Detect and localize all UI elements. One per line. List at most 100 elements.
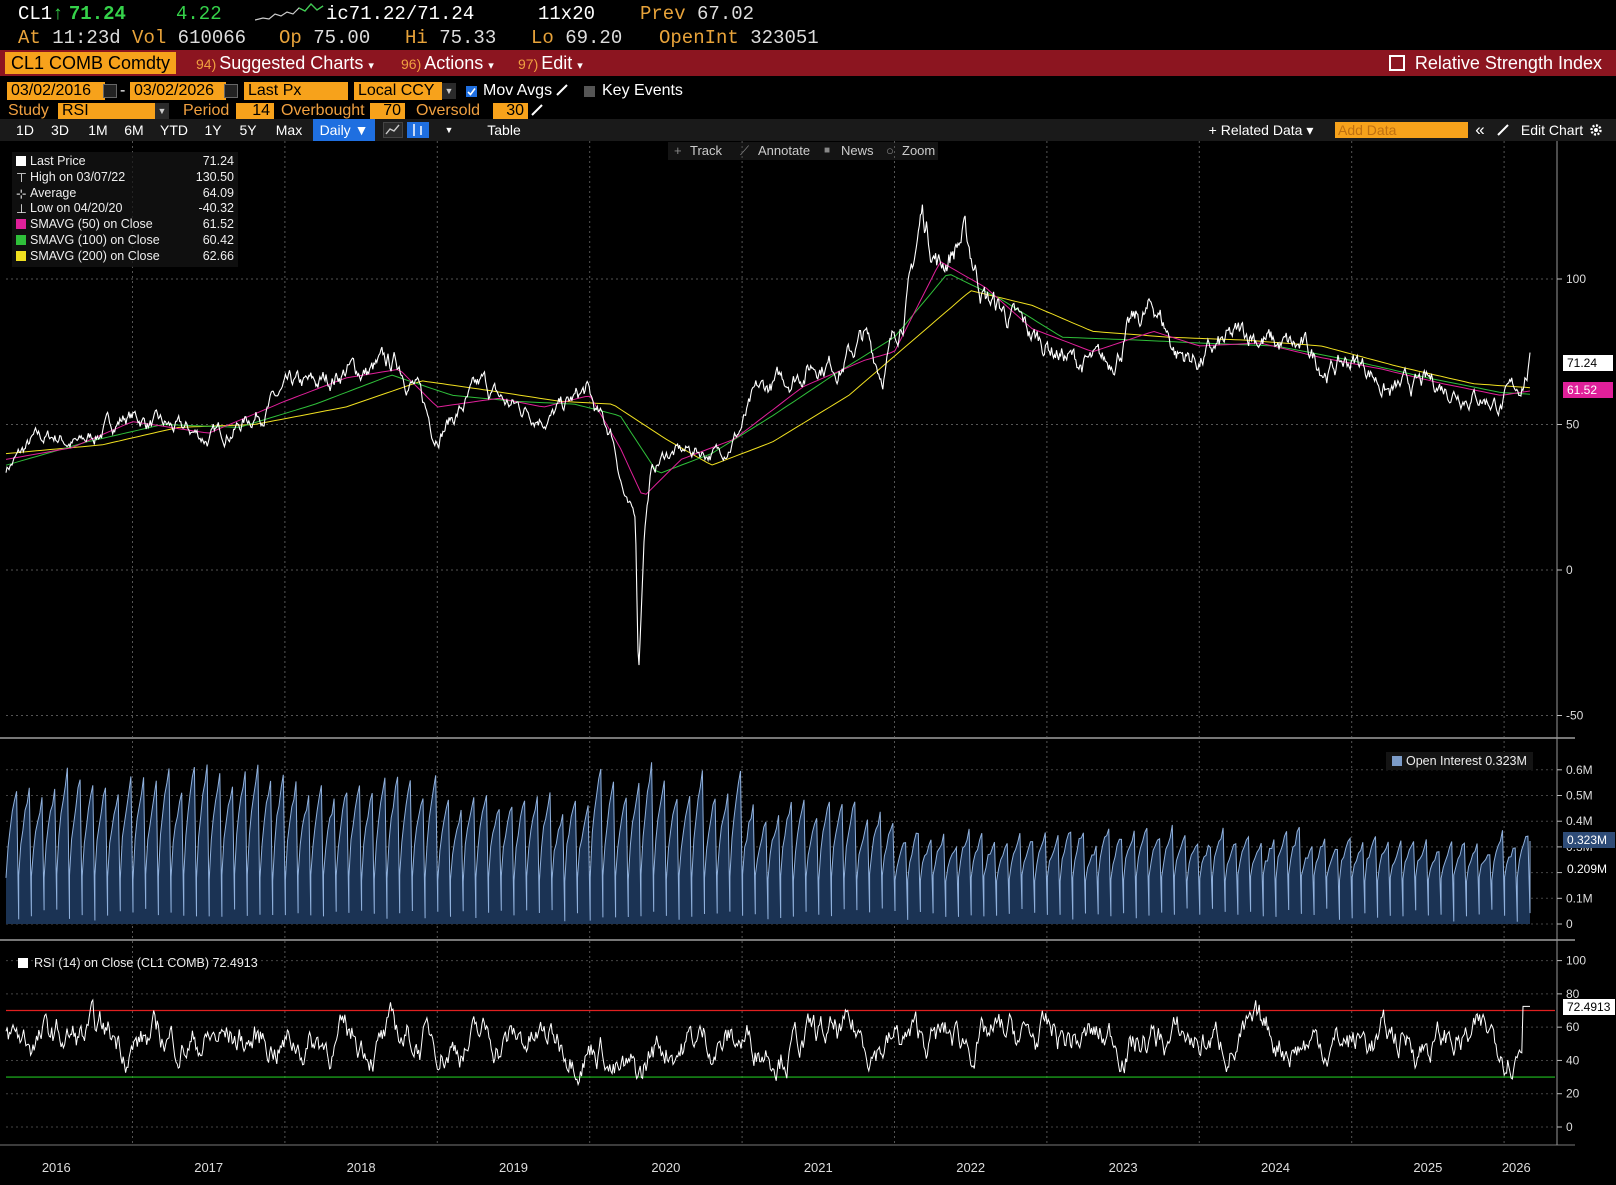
price-field-select[interactable]: Last Px (244, 82, 348, 100)
frequency-select[interactable]: Daily ▼ (313, 119, 375, 141)
pencil-icon[interactable] (530, 103, 544, 117)
currency-select[interactable]: Local CCY (354, 82, 442, 100)
range-ytd-button[interactable]: YTD (160, 122, 188, 138)
legend-row: SMAVG (200) on Close 62.66 (16, 249, 234, 265)
function-title-text: Relative Strength Index (1414, 53, 1602, 73)
study-select[interactable]: RSI (58, 103, 158, 119)
time-volume: At 11:23d Vol 610066 (18, 27, 246, 49)
legend-swatch (18, 958, 28, 968)
oversold-label: Oversold (416, 102, 481, 119)
legend-swatch (16, 234, 26, 245)
high-marker-icon: ⊤ (16, 170, 27, 185)
chevron-down-icon[interactable]: ▼ (155, 103, 169, 119)
year-label: 2025 (1413, 1160, 1442, 1175)
pencil-icon[interactable] (1496, 123, 1510, 137)
range-1m-button[interactable]: 1M (88, 122, 108, 138)
gear-icon[interactable] (1589, 123, 1603, 137)
overbought-field[interactable]: 70 (370, 103, 405, 119)
legend-value: -40.32 (198, 201, 234, 216)
oi-axis-label: 0 (1566, 917, 1573, 931)
range-3d-button[interactable]: 3D (51, 122, 69, 138)
annotate-icon: ⟋ (740, 143, 750, 158)
annotate-tool[interactable]: Annotate (758, 143, 811, 158)
legend-swatch (16, 156, 26, 166)
chevron-down-icon[interactable]: ▼ (442, 83, 456, 99)
oi-axis-label: 0.6M (1566, 763, 1593, 777)
mov-avgs-label[interactable]: Mov Avgs (483, 82, 553, 99)
oi-legend[interactable]: Open Interest 0.323M (1386, 752, 1533, 770)
add-data-input[interactable]: Add Data (1335, 122, 1468, 138)
last-price-tag: 71.24 (1563, 355, 1613, 371)
actions-label: Actions (424, 53, 484, 73)
high-price: Hi 75.33 (405, 27, 496, 49)
line-chart-icon[interactable] (383, 122, 403, 138)
price-line (5, 204, 1531, 666)
checkbox-unchecked-icon[interactable] (584, 86, 595, 97)
range-6m-button[interactable]: 6M (124, 122, 144, 138)
actions-menu[interactable]: 96) Actions ▾ (401, 50, 494, 76)
legend-row: ⊥ Low on 04/20/20 -40.32 (16, 201, 234, 217)
period-field[interactable]: 14 (236, 103, 274, 119)
legend-value: 64.09 (202, 185, 234, 200)
period-label: Period (183, 102, 230, 119)
start-date-field[interactable]: 03/02/2016 (7, 82, 105, 100)
news-tool[interactable]: News (841, 143, 874, 158)
year-label: 2026 (1502, 1160, 1531, 1175)
suggested-charts-menu[interactable]: 94) Suggested Charts ▾ (196, 50, 374, 76)
edit-chart-button[interactable]: Edit Chart (1520, 122, 1584, 138)
track-tool[interactable]: Track (690, 143, 723, 158)
rsi-panel (5, 998, 1555, 1087)
security-field[interactable]: CL1 COMB Comdty (5, 52, 177, 74)
date-separator: - (120, 82, 126, 99)
collapse-icon[interactable]: « (1475, 120, 1485, 139)
edit-num: 97) (518, 56, 539, 72)
at-label: At (18, 27, 41, 49)
related-data-button[interactable]: + Related Data ▾ (1208, 122, 1314, 138)
up-arrow-icon: ↑ (52, 3, 64, 25)
legend-label: SMAVG (50) on Close (30, 217, 153, 232)
oi-legend-text: Open Interest 0.323M (1406, 754, 1527, 768)
range-5y-button[interactable]: 5Y (239, 122, 257, 138)
table-button[interactable]: Table (487, 122, 521, 138)
oi-line (5, 762, 1531, 922)
function-title[interactable]: Relative Strength Index (1388, 50, 1602, 76)
key-events-label[interactable]: Key Events (602, 82, 683, 99)
year-label: 2023 (1109, 1160, 1138, 1175)
legend-label: SMAVG (100) on Close (30, 232, 160, 247)
legend-label: High on 03/07/22 (30, 169, 126, 184)
oversold-field[interactable]: 30 (493, 103, 528, 119)
price-axis-label: 100 (1566, 272, 1586, 286)
zoom-icon: ○ (886, 143, 894, 158)
zoom-tool[interactable]: Zoom (902, 143, 936, 158)
year-label: 2020 (651, 1160, 680, 1175)
open-interest-series (5, 762, 1531, 924)
chart-axes: 100500-500.6M0.5M0.4M0.3M0.2M0.1M0100806… (42, 141, 1593, 1175)
legend-value: 62.66 (202, 248, 234, 263)
last-time: 11:23d (52, 27, 121, 49)
legend-label: Last Price (30, 154, 86, 168)
legend-value: 61.52 (202, 217, 234, 232)
sma50-tag: 61.52 (1563, 382, 1613, 398)
chevron-down-icon[interactable]: ▼ (444, 125, 454, 135)
rsi-legend: RSI (14) on Close (CL1 COMB) 72.4913 (18, 956, 258, 970)
legend-label: Average (30, 185, 77, 200)
calendar-icon[interactable] (103, 84, 117, 98)
rsi-axis-label: 60 (1566, 1020, 1580, 1034)
rsi-axis-label: 20 (1566, 1087, 1580, 1101)
open-price: Op 75.00 (279, 27, 370, 49)
checkbox-checked-icon[interactable] (466, 86, 477, 97)
price-axis-label: 50 (1566, 418, 1580, 432)
rsi-axis-label: 100 (1566, 954, 1586, 968)
range-max-button[interactable]: Max (275, 122, 303, 138)
bar-chart-icon[interactable] (407, 122, 429, 138)
range-1y-button[interactable]: 1Y (204, 122, 222, 138)
range-1d-button[interactable]: 1D (16, 122, 34, 138)
calendar-icon[interactable] (224, 84, 238, 98)
legend-swatch (1392, 756, 1402, 766)
end-date-field[interactable]: 03/02/2026 (130, 82, 226, 100)
oi-last-tag: 0.323M (1563, 832, 1615, 848)
pencil-icon[interactable] (555, 83, 569, 97)
open-interest: OpenInt 323051 (659, 27, 819, 49)
edit-menu[interactable]: 97) Edit ▾ (518, 50, 583, 76)
suggested-label: Suggested Charts (219, 53, 364, 73)
